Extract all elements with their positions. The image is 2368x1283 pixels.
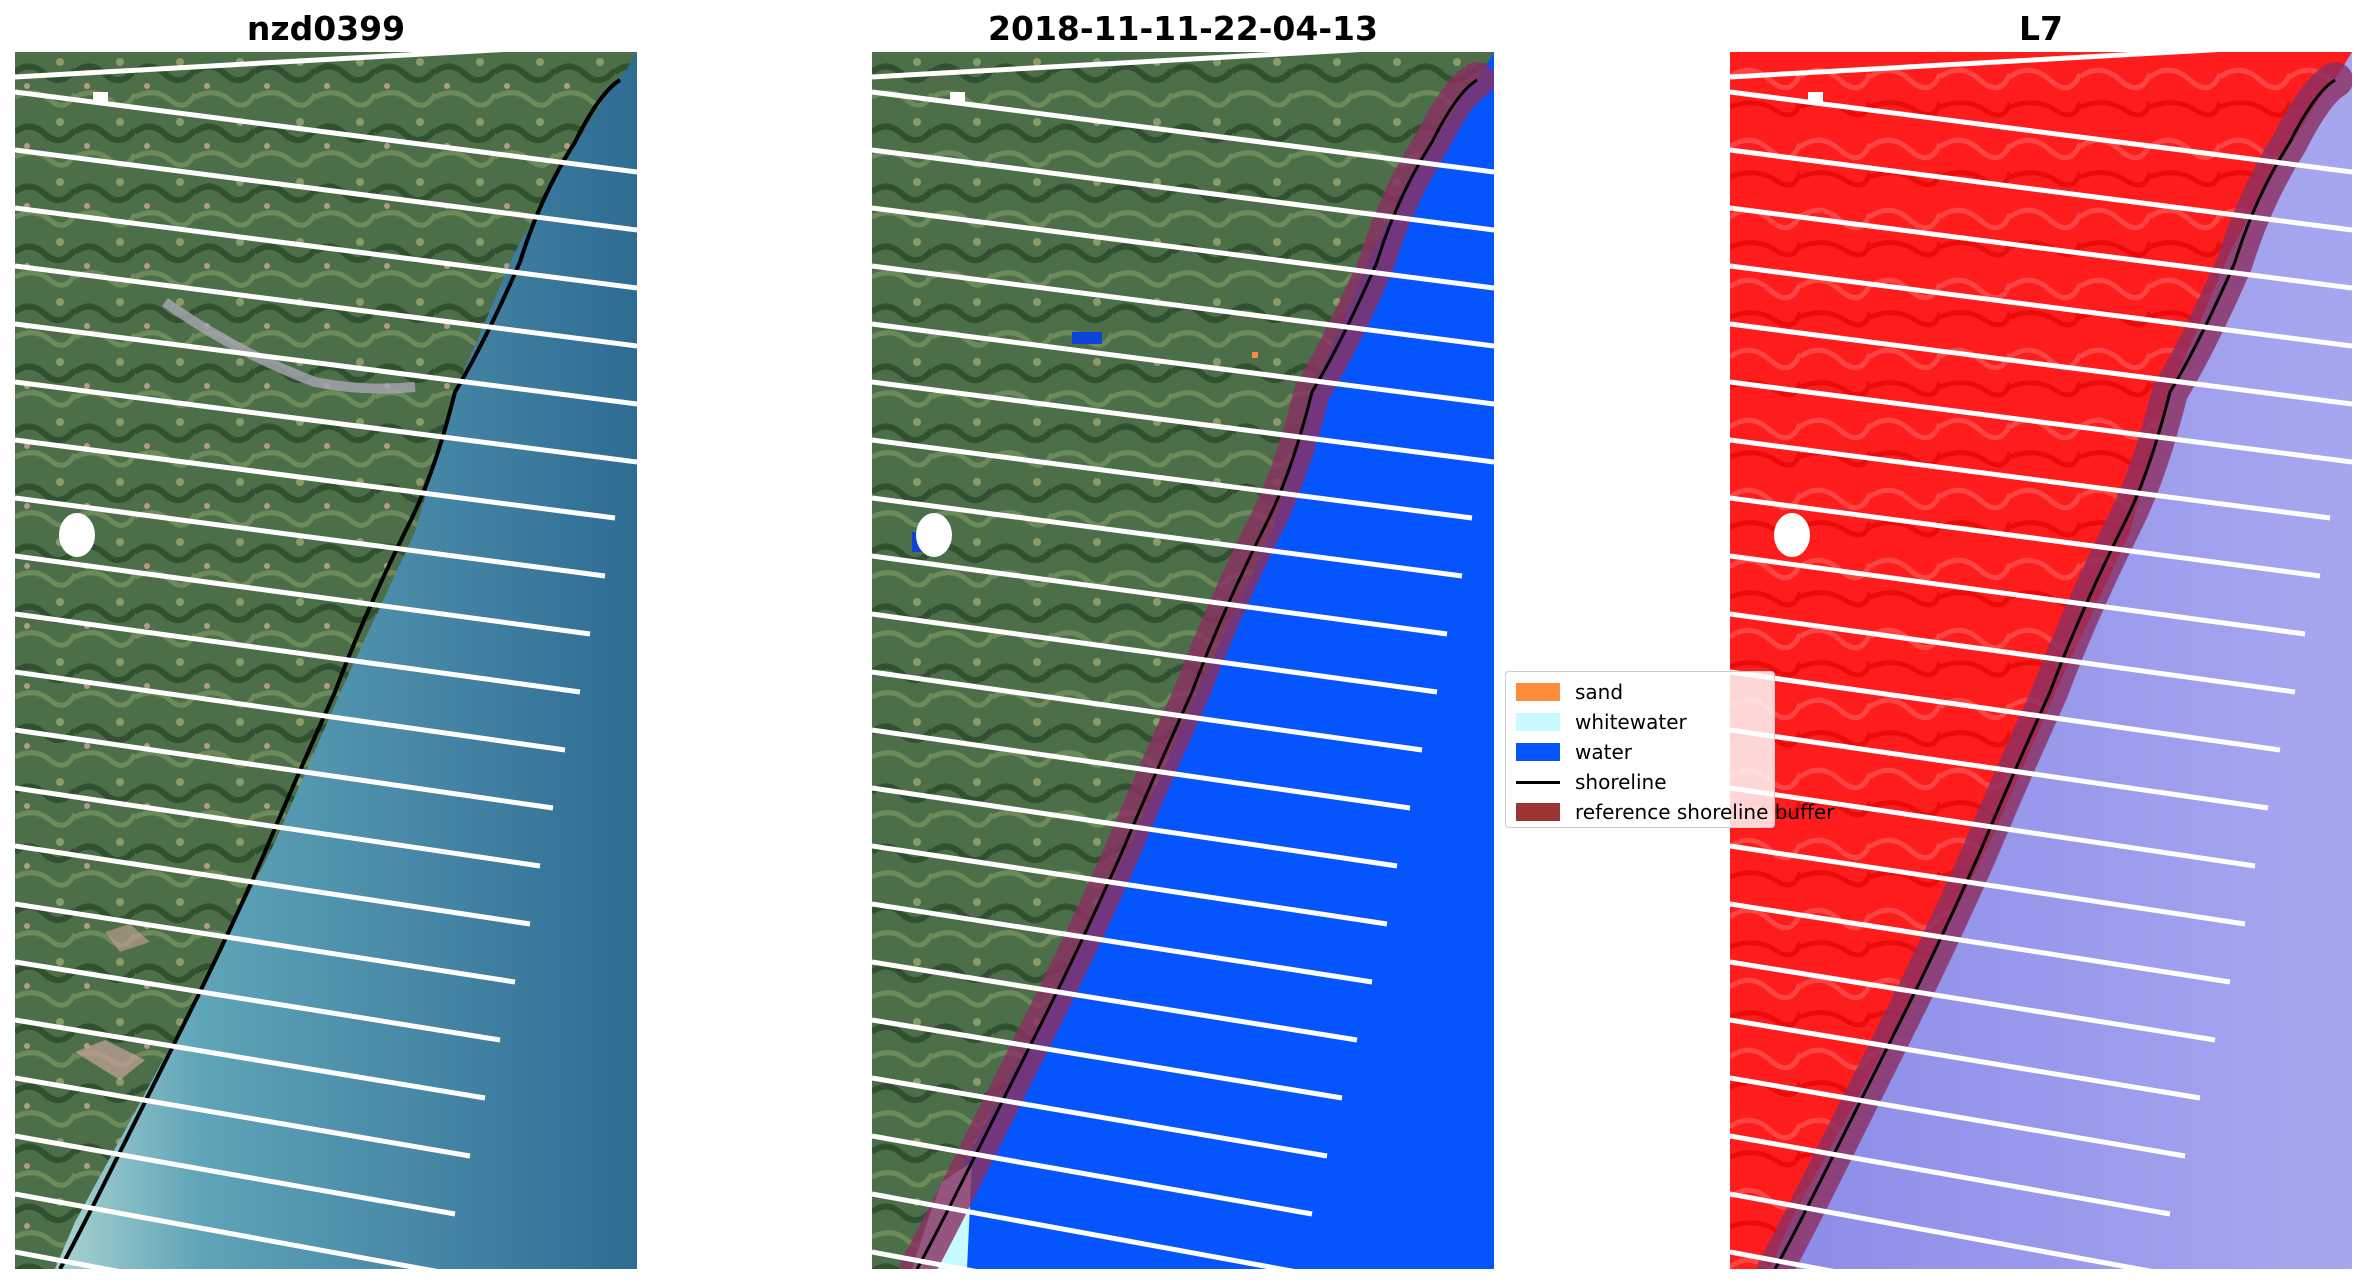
- inland-water-class: [1072, 332, 1102, 344]
- rgb-image: [15, 52, 637, 1269]
- legend-item-whitewater: whitewater: [1516, 707, 1764, 737]
- sea-area: [55, 52, 637, 1269]
- index-image: [1730, 52, 2352, 1269]
- detected-shoreline: [915, 78, 1478, 1269]
- shoreline-line-swatch: [1516, 780, 1560, 784]
- panel-title-classified: 2018-11-11-22-04-13: [988, 9, 1378, 48]
- buffer-swatch: [1516, 803, 1560, 821]
- scan-line-gaps: [15, 52, 637, 1269]
- legend: sand whitewater water shoreline referenc…: [1505, 671, 1834, 828]
- legend-label: sand: [1575, 680, 1624, 704]
- legend-item-sand: sand: [1516, 677, 1764, 707]
- cloud-patch: [950, 92, 965, 104]
- sand-swatch: [1516, 683, 1560, 701]
- cloud-patch: [59, 513, 95, 557]
- cloud-patch: [93, 92, 108, 104]
- water-swatch: [1516, 743, 1560, 761]
- classified-image-panel: [872, 52, 1494, 1269]
- cloud-patch: [916, 513, 952, 557]
- scan-line-gaps: [1730, 52, 2352, 1269]
- legend-label: shoreline: [1575, 770, 1667, 794]
- scan-line-gaps: [872, 52, 1494, 1269]
- classified-image: [872, 52, 1494, 1269]
- legend-label: water: [1575, 740, 1632, 764]
- cloud-patch: [1774, 513, 1810, 557]
- panel-title-index: L7: [2019, 9, 2063, 48]
- panel-title-rgb: nzd0399: [246, 9, 406, 48]
- legend-label: whitewater: [1575, 710, 1687, 734]
- detected-shoreline: [58, 78, 622, 1269]
- cloud-patch: [1808, 92, 1823, 104]
- sand-class: [1252, 352, 1258, 358]
- rgb-image-panel: [15, 52, 637, 1269]
- detected-shoreline: [1773, 78, 2336, 1269]
- index-image-panel: [1730, 52, 2352, 1269]
- legend-label: reference shoreline buffer: [1575, 800, 1835, 824]
- whitewater-swatch: [1516, 713, 1560, 731]
- legend-item-reference-buffer: reference shoreline buffer: [1516, 797, 1834, 827]
- legend-item-shoreline: shoreline: [1516, 767, 1764, 797]
- legend-item-water: water: [1516, 737, 1764, 767]
